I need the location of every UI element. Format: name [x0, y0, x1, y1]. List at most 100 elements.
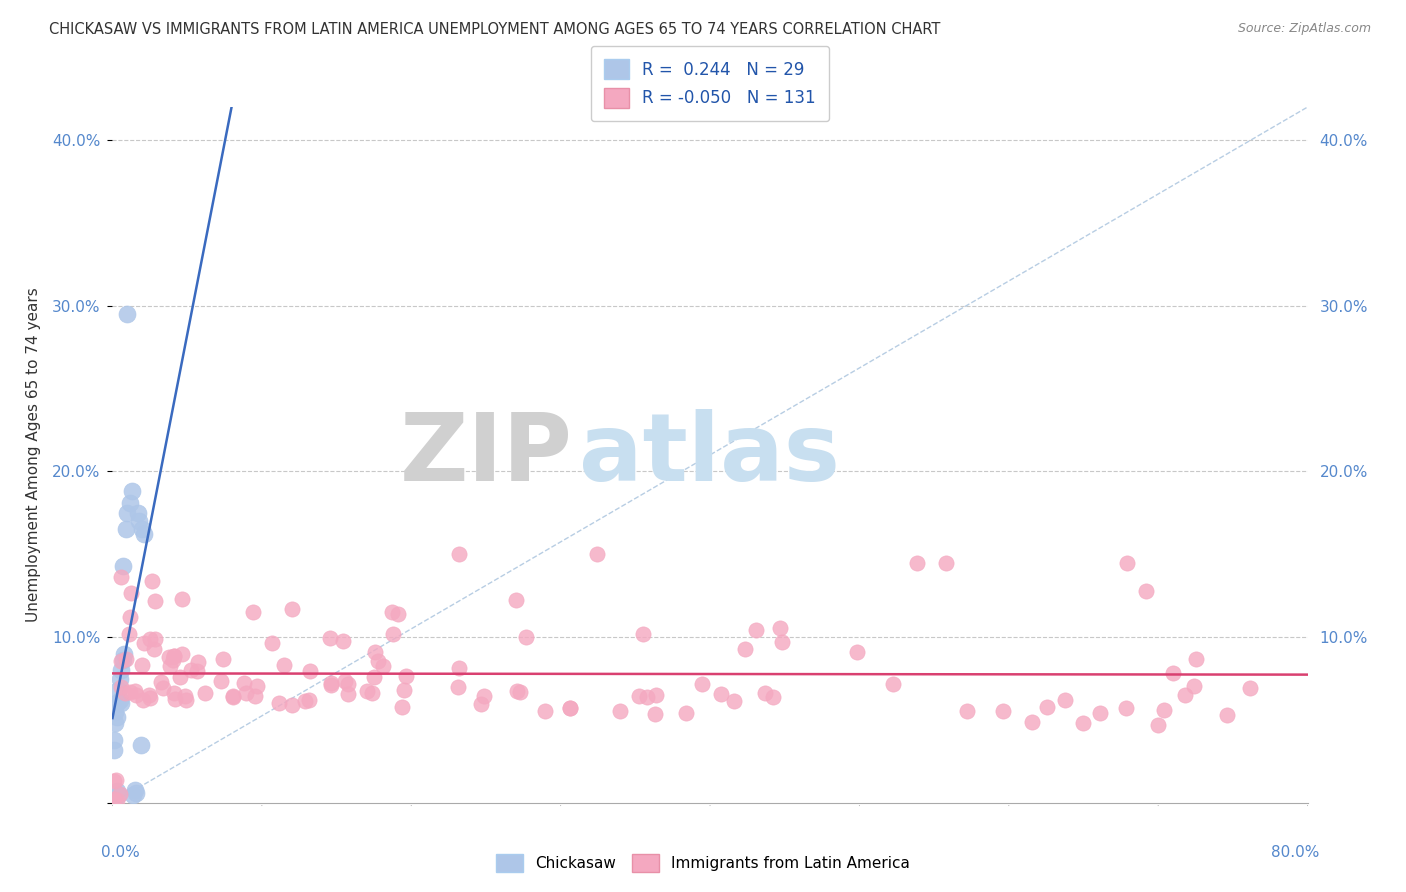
Point	[127, 506, 149, 520]
Point	[363, 670, 385, 684]
Point	[991, 705, 1014, 719]
Point	[245, 690, 267, 704]
Point	[107, 788, 129, 802]
Point	[846, 645, 869, 659]
Point	[103, 774, 125, 789]
Point	[734, 641, 756, 656]
Point	[117, 307, 139, 321]
Point	[128, 514, 150, 528]
Point	[367, 654, 389, 668]
Point	[644, 707, 666, 722]
Point	[242, 605, 264, 619]
Point	[235, 686, 257, 700]
Point	[105, 773, 128, 788]
Point	[120, 496, 142, 510]
Point	[186, 664, 208, 678]
Point	[509, 684, 531, 698]
Point	[280, 698, 302, 712]
Point	[1036, 700, 1059, 714]
Point	[111, 558, 134, 573]
Point	[163, 686, 186, 700]
Text: atlas: atlas	[579, 409, 839, 501]
Point	[560, 701, 582, 715]
Point	[110, 663, 132, 677]
Point	[169, 670, 191, 684]
Point	[180, 664, 202, 678]
Point	[176, 692, 198, 706]
Point	[1147, 717, 1170, 731]
Point	[211, 674, 233, 689]
Point	[723, 694, 745, 708]
Point	[103, 792, 125, 806]
Point	[361, 686, 384, 700]
Point	[117, 506, 139, 520]
Point	[1161, 666, 1184, 681]
Point	[690, 677, 713, 691]
Point	[131, 523, 153, 537]
Text: 0.0%: 0.0%	[101, 845, 139, 860]
Point	[1135, 584, 1157, 599]
Point	[159, 658, 181, 673]
Point	[104, 705, 127, 719]
Point	[131, 657, 153, 672]
Point	[115, 523, 138, 537]
Point	[515, 630, 537, 644]
Point	[294, 694, 316, 708]
Text: Source: ZipAtlas.com: Source: ZipAtlas.com	[1237, 22, 1371, 36]
Point	[105, 784, 128, 798]
Point	[560, 701, 582, 715]
Point	[105, 792, 128, 806]
Point	[319, 631, 342, 645]
Point	[125, 688, 148, 702]
Point	[299, 665, 322, 679]
Point	[163, 691, 186, 706]
Point	[104, 716, 127, 731]
Point	[319, 676, 342, 690]
Point	[115, 652, 138, 666]
Point	[636, 690, 658, 705]
Point	[111, 653, 134, 667]
Point	[373, 659, 395, 673]
Point	[129, 738, 152, 752]
Point	[1054, 693, 1077, 707]
Point	[609, 704, 631, 718]
Point	[381, 627, 404, 641]
Point	[174, 689, 197, 703]
Point	[1071, 716, 1094, 731]
Point	[364, 645, 387, 659]
Point	[120, 685, 142, 699]
Point	[935, 556, 957, 570]
Point	[447, 547, 470, 561]
Text: 80.0%: 80.0%	[1271, 845, 1320, 860]
Point	[108, 787, 131, 801]
Point	[145, 593, 167, 607]
Point	[1021, 714, 1043, 729]
Point	[150, 675, 173, 690]
Point	[645, 689, 668, 703]
Point	[267, 696, 290, 710]
Point	[143, 642, 166, 657]
Point	[132, 692, 155, 706]
Point	[392, 682, 415, 697]
Point	[1153, 703, 1175, 717]
Point	[710, 687, 733, 701]
Point	[114, 686, 136, 700]
Point	[143, 632, 166, 646]
Point	[187, 655, 209, 669]
Point	[1174, 688, 1197, 702]
Point	[162, 649, 184, 664]
Point	[631, 627, 654, 641]
Point	[194, 685, 217, 699]
Point	[754, 686, 776, 700]
Point	[770, 635, 793, 649]
Point	[118, 609, 141, 624]
Point	[470, 697, 492, 711]
Text: CHICKASAW VS IMMIGRANTS FROM LATIN AMERICA UNEMPLOYMENT AMONG AGES 65 TO 74 YEAR: CHICKASAW VS IMMIGRANTS FROM LATIN AMERI…	[49, 22, 941, 37]
Point	[260, 635, 283, 649]
Point	[586, 547, 609, 561]
Point	[124, 782, 146, 797]
Point	[762, 690, 785, 704]
Point	[108, 672, 131, 686]
Point	[1115, 701, 1137, 715]
Point	[107, 683, 129, 698]
